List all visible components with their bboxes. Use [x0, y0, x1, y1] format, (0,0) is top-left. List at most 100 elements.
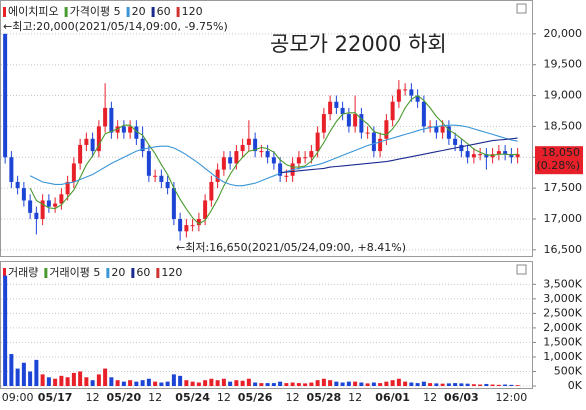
x-tick-label: 12:00	[496, 391, 528, 404]
volume-bar	[296, 383, 301, 386]
candle-body	[103, 107, 108, 127]
x-tick-label: 09:00	[2, 391, 34, 404]
volume-bar	[434, 383, 439, 386]
candle-body	[353, 114, 358, 127]
candle-body	[234, 151, 239, 164]
candle-body	[309, 151, 314, 158]
x-tick-label: 05/17	[38, 391, 73, 404]
volume-bar	[315, 380, 320, 386]
legend-label: 60	[157, 5, 171, 18]
candle-body	[471, 154, 476, 158]
candle-body	[340, 107, 345, 115]
y-tick-label: 2,000K	[543, 321, 582, 334]
x-tick-label: 05/26	[238, 391, 273, 404]
y-tick-label: 17,500	[544, 181, 583, 194]
volume-bar	[265, 383, 270, 386]
volume-bar	[459, 383, 464, 386]
volume-bar	[271, 383, 276, 386]
volume-bar	[278, 381, 283, 386]
volume-bar	[178, 375, 183, 386]
legend-label: 120	[182, 5, 203, 18]
candle-body	[365, 132, 370, 134]
candle-body	[328, 101, 333, 115]
legend-label: 60	[136, 266, 150, 279]
volume-bar	[328, 380, 333, 386]
candle-body	[28, 200, 33, 213]
y-tick-label: 1,000K	[543, 350, 582, 363]
volume-bar	[184, 380, 189, 386]
last-price-label: 18,050	[542, 146, 581, 159]
candle-body	[146, 151, 151, 176]
volume-bar	[40, 374, 45, 386]
volume-bar	[221, 378, 226, 386]
volume-bar	[21, 362, 26, 386]
volume-bar	[446, 383, 451, 386]
legend-marker	[131, 268, 135, 278]
panel-button[interactable]	[516, 264, 527, 275]
volume-bar	[371, 382, 376, 386]
volume-bar	[490, 384, 495, 386]
y-tick-label: 18,500	[544, 119, 583, 132]
volume-bar	[409, 382, 414, 386]
volume-bar	[509, 384, 514, 386]
legend-marker	[156, 268, 160, 278]
volume-bar	[303, 383, 308, 386]
candle-body	[378, 138, 383, 152]
candle-body	[53, 203, 58, 207]
volume-bar	[134, 381, 139, 386]
candle-body	[109, 107, 114, 133]
candle-body	[115, 126, 120, 133]
candle-body	[140, 138, 145, 152]
volume-bar	[128, 380, 133, 386]
legend-marker	[3, 7, 6, 17]
candle-body	[390, 101, 395, 121]
x-tick-label: 05/24	[175, 391, 210, 404]
candle-body	[515, 154, 520, 158]
x-tick-label: 12	[86, 391, 100, 404]
y-tick-label: 2,500K	[543, 306, 582, 319]
volume-bar	[396, 378, 401, 386]
legend-label: 거래량	[8, 266, 38, 279]
candle-body	[59, 194, 64, 204]
volume-bar	[3, 275, 8, 386]
candle-body	[253, 138, 258, 152]
legend-label: 20	[111, 266, 125, 279]
volume-bar	[284, 383, 289, 386]
volume-bar	[415, 383, 420, 386]
moving-average-line	[29, 124, 518, 187]
candle-body	[446, 126, 451, 139]
volume-bar	[421, 381, 426, 386]
legend-marker	[106, 268, 110, 278]
candle-body	[78, 144, 83, 164]
volume-bar	[146, 378, 151, 386]
panel-button[interactable]	[516, 3, 527, 14]
legend-label: 에이치피오	[8, 5, 59, 18]
candle-body	[221, 157, 226, 170]
annotation: ←최고:20,000(2021/05/14,09:00, -9.75%)	[3, 20, 228, 33]
volume-bar	[346, 381, 351, 386]
x-tick-label: 12	[217, 391, 231, 404]
volume-bar	[28, 371, 33, 386]
x-tick-label: 12	[348, 391, 362, 404]
volume-bar	[115, 380, 120, 386]
candle-body	[259, 151, 264, 153]
legend-marker	[126, 7, 130, 17]
volume-bar	[103, 368, 108, 386]
last-price-change: (0.28%)	[536, 159, 580, 172]
x-tick-label: 05/28	[307, 391, 342, 404]
candle-body	[71, 163, 76, 182]
annotation: ←최저:16,650(2021/05/24,09:00, +8.41%)	[176, 241, 406, 254]
volume-bar	[340, 382, 345, 386]
candle-body	[465, 151, 470, 158]
candle-body	[459, 144, 464, 152]
candle-body	[184, 225, 189, 232]
y-tick-label: 500K	[554, 364, 583, 377]
volume-bar	[365, 383, 370, 386]
volume-bar	[259, 383, 264, 386]
volume-bar	[196, 382, 201, 386]
candle-body	[315, 132, 320, 152]
legend-label: 거래이평 5	[49, 266, 100, 279]
candle-body	[440, 126, 445, 133]
volume-bar	[90, 380, 95, 386]
candle-body	[171, 188, 176, 219]
